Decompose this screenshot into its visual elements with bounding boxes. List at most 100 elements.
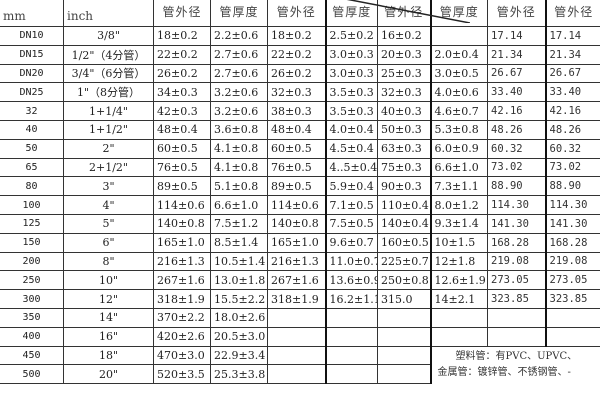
table-row: 65 2+1/2" 76±0.5 4.1±0.8 76±0.5 4..5±0.4 75±0.… bbox=[0, 157, 600, 178]
cell-value: 88.90 bbox=[545, 176, 600, 197]
cell-value: 420±2.6 bbox=[153, 326, 211, 347]
cell-value: 470±3.0 bbox=[153, 345, 211, 366]
cell-mm: 80 bbox=[0, 176, 64, 197]
cell-value: 17.14 bbox=[545, 26, 600, 46]
cell-value: 50±0.3 bbox=[377, 119, 432, 140]
header-col: 管外径 bbox=[545, 0, 600, 27]
cell-value: 370±2.2 bbox=[153, 307, 211, 328]
cell-value: 13.0±1.8 bbox=[210, 270, 268, 291]
cell-value: 165±1.0 bbox=[153, 232, 211, 253]
cell-value: 2.0±0.4 bbox=[430, 44, 488, 65]
cell-value: 318±1.9 bbox=[153, 289, 211, 309]
cell-value: 25.3±3.8 bbox=[210, 364, 268, 385]
cell-value: 219.08 bbox=[487, 251, 547, 272]
cell-value: 3.5±0.3 bbox=[325, 101, 378, 121]
cell-value: 140±0.8 bbox=[153, 213, 211, 234]
cell-value: 3.0±0.3 bbox=[325, 44, 378, 65]
cell-mm: 50 bbox=[0, 138, 64, 159]
cell-value: 16.2±1.1 bbox=[325, 289, 378, 309]
cell-value: 76±0.5 bbox=[153, 157, 211, 178]
table-row: 300 12" 318±1.9 15.5±2.2 318±1.9 16.2±1.1 315.… bbox=[0, 289, 600, 309]
cell-value bbox=[267, 345, 327, 366]
cell-value: 4.0±0.6 bbox=[430, 82, 488, 103]
cell-value: 5.3±0.8 bbox=[430, 119, 488, 140]
cell-inch: 4" bbox=[63, 195, 154, 215]
cell-value: 15.5±2.2 bbox=[210, 289, 268, 309]
header-col: 管厚度 bbox=[210, 0, 268, 27]
cell-value: 168.28 bbox=[545, 232, 600, 253]
cell-value: 6.6±1.0 bbox=[210, 195, 268, 215]
cell-value: 18.0±2.6 bbox=[210, 307, 268, 328]
cell-mm: 200 bbox=[0, 251, 64, 272]
table-row: 32 1+1/4" 42±0.3 3.2±0.6 38±0.3 3.5±0.3 40±0.3… bbox=[0, 101, 600, 121]
cell-value: 2.7±0.6 bbox=[210, 44, 268, 65]
cell-value: 318±1.9 bbox=[267, 289, 327, 309]
table-row: 400 16" 420±2.6 20.5±3.0 bbox=[0, 326, 600, 347]
cell-value: 40±0.3 bbox=[377, 101, 432, 121]
cell-value: 89±0.5 bbox=[153, 176, 211, 197]
cell-value: 34±0.3 bbox=[153, 82, 211, 103]
cell-value bbox=[545, 307, 600, 328]
table-row: DN10 3/8" 18±0.2 2.2±0.6 18±0.2 2.5±0.2 16±0.2… bbox=[0, 26, 600, 46]
cell-value: 160±0.5 bbox=[377, 232, 432, 253]
cell-value: 48.26 bbox=[545, 119, 600, 140]
cell-value: 114.30 bbox=[487, 195, 547, 215]
cell-value: 267±1.6 bbox=[267, 270, 327, 291]
cell-value: 3.0±0.5 bbox=[430, 63, 488, 84]
cell-value: 75±0.3 bbox=[377, 157, 432, 178]
cell-value: 8.0±1.2 bbox=[430, 195, 488, 215]
cell-mm: 300 bbox=[0, 289, 64, 309]
cell-value: 90±0.3 bbox=[377, 176, 432, 197]
cell-value: 60.32 bbox=[487, 138, 547, 159]
header-col: 管外径 bbox=[487, 0, 547, 27]
cell-mm: DN25 bbox=[0, 82, 64, 103]
cell-value: 225±0.7 bbox=[377, 251, 432, 272]
cell-value: 25±0.3 bbox=[377, 63, 432, 84]
cell-value: 4.1±0.8 bbox=[210, 138, 268, 159]
cell-value: 114±0.6 bbox=[153, 195, 211, 215]
cell-value: 16±0.2 bbox=[377, 26, 432, 46]
cell-value: 48±0.4 bbox=[153, 119, 211, 140]
cell-value: 110±0.4 bbox=[377, 195, 432, 215]
cell-value: 4.0±0.4 bbox=[325, 119, 378, 140]
cell-value: 7.5±0.5 bbox=[325, 213, 378, 234]
cell-inch: 14" bbox=[63, 307, 154, 328]
cell-value: 315.0 bbox=[377, 289, 432, 309]
cell-value: 273.05 bbox=[487, 270, 547, 291]
cell-value: 2.2±0.6 bbox=[210, 26, 268, 46]
cell-value: 22.9±3.4 bbox=[210, 345, 268, 366]
cell-value bbox=[487, 326, 547, 347]
cell-value: 520±3.5 bbox=[153, 364, 211, 385]
cell-inch: 16" bbox=[63, 326, 154, 347]
cell-inch: 1+1/2" bbox=[63, 119, 154, 140]
cell-value: 88.90 bbox=[487, 176, 547, 197]
cell-value: 7.3±1.1 bbox=[430, 176, 488, 197]
pipe-size-table: mm inch 管外径 管厚度 管外径 管厚度 管外径 管厚度 管外径 管外径 … bbox=[0, 0, 600, 385]
cell-value: 17.14 bbox=[487, 26, 547, 46]
header-mm: mm bbox=[0, 0, 64, 27]
table-row: 50 2" 60±0.5 4.1±0.8 60±0.5 4.5±0.4 63±0.3 6.0±… bbox=[0, 138, 600, 159]
cell-mm: 40 bbox=[0, 119, 64, 140]
cell-value: 73.02 bbox=[487, 157, 547, 178]
cell-value bbox=[267, 364, 327, 385]
cell-inch: 2" bbox=[63, 138, 154, 159]
note-line-metal: 金属管：镀锌管、不锈钢管、- bbox=[437, 366, 571, 378]
header-col: 管外径 bbox=[153, 0, 211, 27]
cell-value: 141.30 bbox=[487, 213, 547, 234]
cell-value: 3.5±0.3 bbox=[325, 82, 378, 103]
cell-value: 26±0.2 bbox=[267, 63, 327, 84]
cell-value: 10.5±1.4 bbox=[210, 251, 268, 272]
cell-value: 63±0.3 bbox=[377, 138, 432, 159]
cell-value: 10±1.5 bbox=[430, 232, 488, 253]
cell-inch: 1/2"（4分管） bbox=[63, 44, 154, 65]
cell-value: 20.5±3.0 bbox=[210, 326, 268, 347]
cell-value: 26.67 bbox=[545, 63, 600, 84]
cell-value: 6.6±1.0 bbox=[430, 157, 488, 178]
cell-value: 20±0.3 bbox=[377, 44, 432, 65]
cell-value: 3.2±0.6 bbox=[210, 101, 268, 121]
cell-value: 12.6±1.9 bbox=[430, 270, 488, 291]
cell-value: 89±0.5 bbox=[267, 176, 327, 197]
note-line-plastic: 塑料管：有PVC、UPVC、 bbox=[455, 350, 578, 362]
cell-value bbox=[430, 307, 488, 328]
cell-value: 12±1.8 bbox=[430, 251, 488, 272]
